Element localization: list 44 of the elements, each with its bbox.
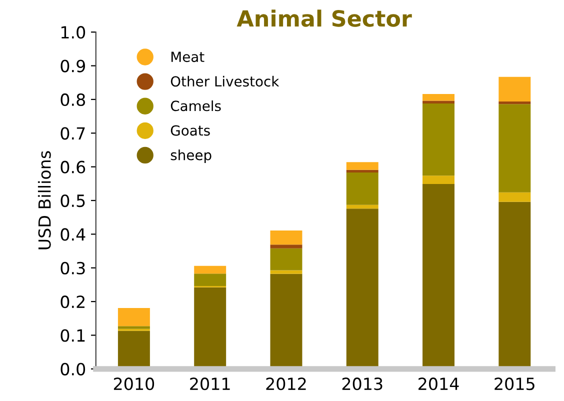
bar bbox=[270, 230, 302, 245]
bar bbox=[118, 308, 150, 326]
bar bbox=[346, 204, 378, 209]
y-tick-label: 0.3 bbox=[60, 262, 85, 274]
x-tick-label: 2011 bbox=[190, 378, 230, 390]
legend-label: Camels bbox=[170, 100, 221, 112]
bar bbox=[498, 76, 531, 102]
y-tick-label: 0.5 bbox=[60, 194, 85, 208]
y-tick-label: 0.0 bbox=[60, 362, 86, 376]
bar bbox=[270, 244, 302, 248]
bar bbox=[498, 104, 531, 192]
y-tick-label: 0.8 bbox=[60, 93, 86, 106]
y-axis-title: USD Billions bbox=[38, 151, 51, 250]
bar bbox=[346, 172, 378, 205]
bar bbox=[270, 270, 302, 274]
x-tick-label: 2012 bbox=[266, 378, 306, 390]
bar bbox=[422, 103, 454, 176]
legend-label: Meat bbox=[171, 52, 204, 62]
legend-label: Other Livestock bbox=[170, 76, 280, 87]
y-tick-label: 0.6 bbox=[60, 160, 86, 174]
bar bbox=[498, 192, 531, 202]
bar bbox=[422, 100, 454, 104]
y-tick-label: 0.1 bbox=[60, 329, 85, 342]
y-tick-label: 1.0 bbox=[61, 26, 86, 39]
bar bbox=[346, 162, 378, 170]
x-tick-label: 2014 bbox=[418, 378, 459, 390]
y-tick-label: 0.2 bbox=[60, 296, 84, 308]
bar bbox=[270, 248, 302, 270]
legend-label: sheep bbox=[170, 150, 212, 163]
chart-title: Animal Sector bbox=[236, 10, 412, 27]
x-tick-label: 2013 bbox=[342, 378, 382, 390]
bar bbox=[194, 274, 226, 286]
bar bbox=[422, 94, 454, 101]
legend-label: Goats bbox=[170, 125, 210, 136]
y-tick-label: 0.4 bbox=[60, 228, 86, 241]
bar bbox=[422, 176, 454, 184]
bar bbox=[194, 266, 226, 274]
x-tick-label: 2015 bbox=[494, 378, 534, 390]
bar bbox=[346, 170, 378, 173]
bar bbox=[118, 326, 150, 329]
x-tick-label: 2010 bbox=[114, 378, 154, 390]
bar bbox=[498, 101, 531, 104]
y-tick-label: 0.7 bbox=[60, 127, 85, 140]
y-tick-label: 0.9 bbox=[60, 60, 85, 72]
